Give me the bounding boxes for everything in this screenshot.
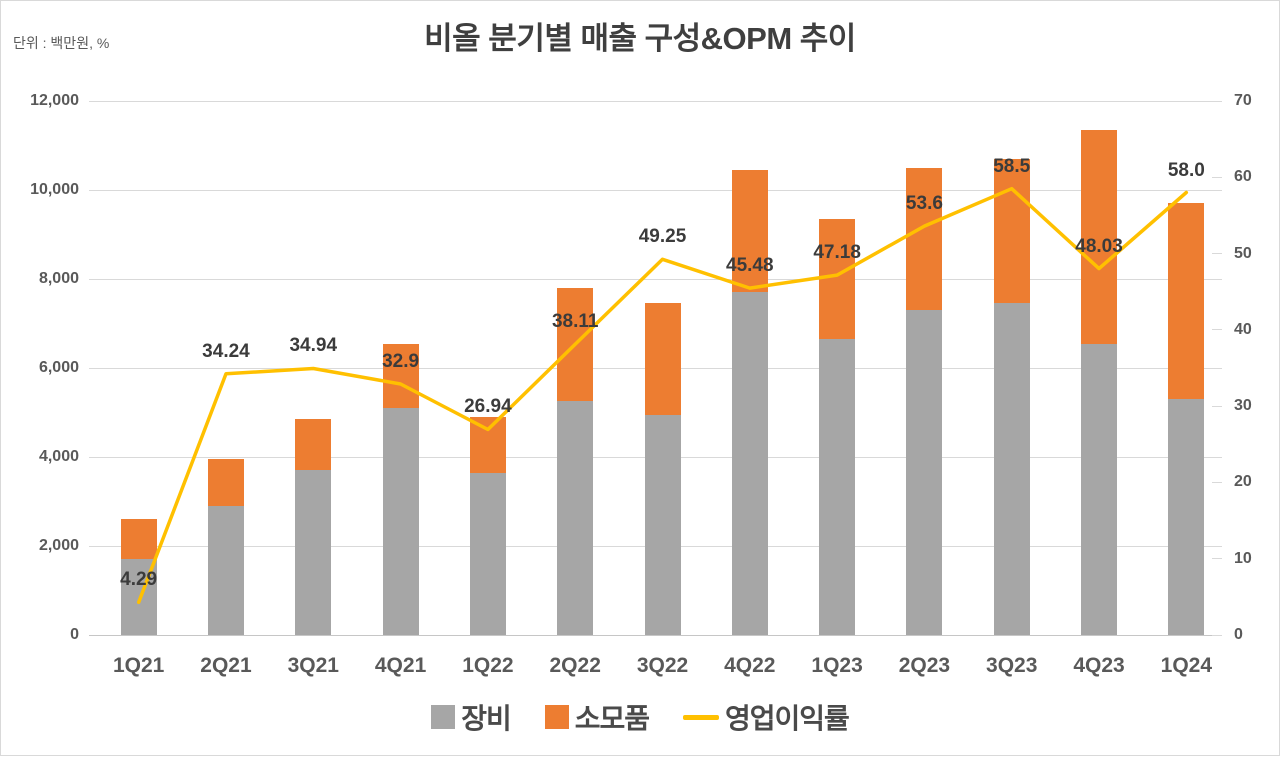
opm-value-label-1Q22: 26.94 [464, 396, 512, 418]
equipment-swatch-icon [431, 705, 456, 729]
unit-label: 단위 : 백만원, % [13, 35, 110, 51]
legend: 장비 소모품 영업이익률 [1, 697, 1279, 737]
opm-value-label-1Q24: 58.0 [1167, 159, 1205, 181]
bar-equipment-1Q22 [469, 472, 506, 635]
bar-equipment-3Q22 [644, 414, 681, 635]
legend-item-consumables: 소모품 [544, 697, 650, 737]
x-axis-label-4Q22: 4Q22 [724, 654, 776, 677]
opm-value-label-1Q21: 4.29 [120, 569, 158, 591]
x-axis-label-1Q21: 1Q21 [112, 654, 165, 677]
bar-consumables-3Q23 [993, 158, 1030, 304]
right-axis-tickmark-20 [1212, 481, 1222, 483]
bar-equipment-2Q21 [207, 505, 244, 635]
left-axis-tick-4000: 4,000 [38, 448, 79, 465]
bar-consumables-3Q21 [295, 419, 332, 471]
opm-value-label-4Q23: 48.03 [1075, 235, 1123, 257]
right-axis-tick-0: 0 [1234, 626, 1243, 643]
bar-equipment-3Q23 [993, 303, 1030, 635]
right-axis-tick-20: 20 [1234, 473, 1252, 491]
left-axis-tick-2000: 2,000 [38, 537, 79, 554]
opm-value-label-4Q21: 32.9 [382, 351, 420, 373]
legend-item-opm: 영업이익률 [683, 697, 850, 737]
right-axis-tick-40: 40 [1234, 320, 1252, 338]
bar-equipment-4Q22 [731, 292, 768, 635]
right-axis-tickmark-10 [1212, 558, 1222, 560]
opm-value-label-3Q21: 34.94 [289, 335, 338, 357]
x-axis-label-2Q21: 2Q21 [200, 654, 252, 677]
opm-line-swatch-icon [683, 714, 719, 720]
opm-value-label-2Q23: 53.6 [905, 193, 943, 215]
right-axis-tickmark-0 [1212, 634, 1222, 636]
right-axis-tick-60: 60 [1234, 168, 1252, 186]
right-axis-tick-70: 70 [1234, 92, 1252, 109]
legend-label-consumables: 소모품 [574, 703, 650, 734]
bar-consumables-1Q23 [819, 218, 856, 340]
x-axis-label-1Q22: 1Q22 [462, 654, 514, 677]
bar-consumables-2Q22 [557, 287, 594, 402]
chart-title: 비올 분기별 매출 구성&OPM 추이 [424, 21, 856, 56]
x-axis-label-3Q22: 3Q22 [636, 654, 689, 677]
bar-consumables-1Q21 [120, 519, 157, 560]
legend-label-equipment: 장비 [461, 703, 512, 734]
bar-consumables-1Q22 [469, 416, 506, 473]
right-axis-tick-50: 50 [1234, 244, 1252, 262]
gridline-0 [89, 634, 1222, 636]
bar-consumables-3Q22 [644, 303, 681, 415]
legend-label-opm: 영업이익률 [725, 703, 850, 734]
bar-consumables-2Q23 [906, 167, 943, 311]
bar-equipment-4Q23 [1081, 343, 1118, 635]
right-axis-tickmark-40 [1212, 329, 1222, 331]
bar-equipment-3Q21 [295, 470, 332, 635]
gridline-8000 [89, 278, 1222, 280]
x-axis-label-3Q21: 3Q21 [287, 654, 339, 677]
left-axis-tick-12000: 12,000 [30, 92, 79, 109]
bar-equipment-1Q24 [1168, 399, 1205, 635]
gridline-12000 [89, 100, 1222, 102]
right-axis-tickmark-50 [1212, 253, 1222, 255]
consumables-swatch-icon [544, 705, 569, 729]
x-axis-label-2Q22: 2Q22 [549, 654, 601, 677]
bar-equipment-4Q21 [382, 408, 419, 635]
right-axis-tickmark-30 [1212, 405, 1222, 407]
bar-consumables-1Q24 [1168, 203, 1205, 400]
x-axis-label-4Q23: 4Q23 [1073, 654, 1125, 677]
right-axis-tickmark-60 [1212, 176, 1222, 178]
bar-equipment-2Q22 [557, 401, 594, 635]
right-axis-tickmark-70 [1212, 100, 1222, 102]
opm-value-label-1Q23: 47.18 [813, 242, 861, 264]
left-axis-tick-6000: 6,000 [38, 359, 79, 376]
x-axis-label-4Q21: 4Q21 [374, 654, 427, 677]
bar-equipment-1Q23 [819, 339, 856, 635]
opm-value-label-4Q22: 45.48 [726, 255, 774, 277]
opm-value-label-3Q23: 58.5 [993, 155, 1031, 177]
left-axis-tick-0: 0 [70, 626, 79, 643]
opm-value-label-3Q22: 49.25 [638, 226, 687, 248]
x-axis-label-2Q23: 2Q23 [898, 654, 951, 677]
bar-consumables-2Q21 [207, 459, 244, 506]
opm-value-label-2Q22: 38.11 [551, 311, 599, 333]
opm-value-label-2Q21: 34.24 [202, 340, 250, 362]
bar-equipment-2Q23 [906, 310, 943, 635]
x-axis-label-1Q24: 1Q24 [1160, 654, 1213, 677]
x-axis-label-1Q23: 1Q23 [811, 654, 863, 677]
right-axis-tick-10: 10 [1234, 549, 1252, 567]
legend-item-equipment: 장비 [431, 697, 512, 737]
right-axis-tick-30: 30 [1234, 397, 1252, 415]
left-axis-tick-10000: 10,000 [30, 181, 79, 198]
gridline-10000 [89, 189, 1222, 191]
left-axis-tick-8000: 8,000 [38, 270, 79, 287]
x-axis-label-3Q23: 3Q23 [986, 654, 1038, 677]
